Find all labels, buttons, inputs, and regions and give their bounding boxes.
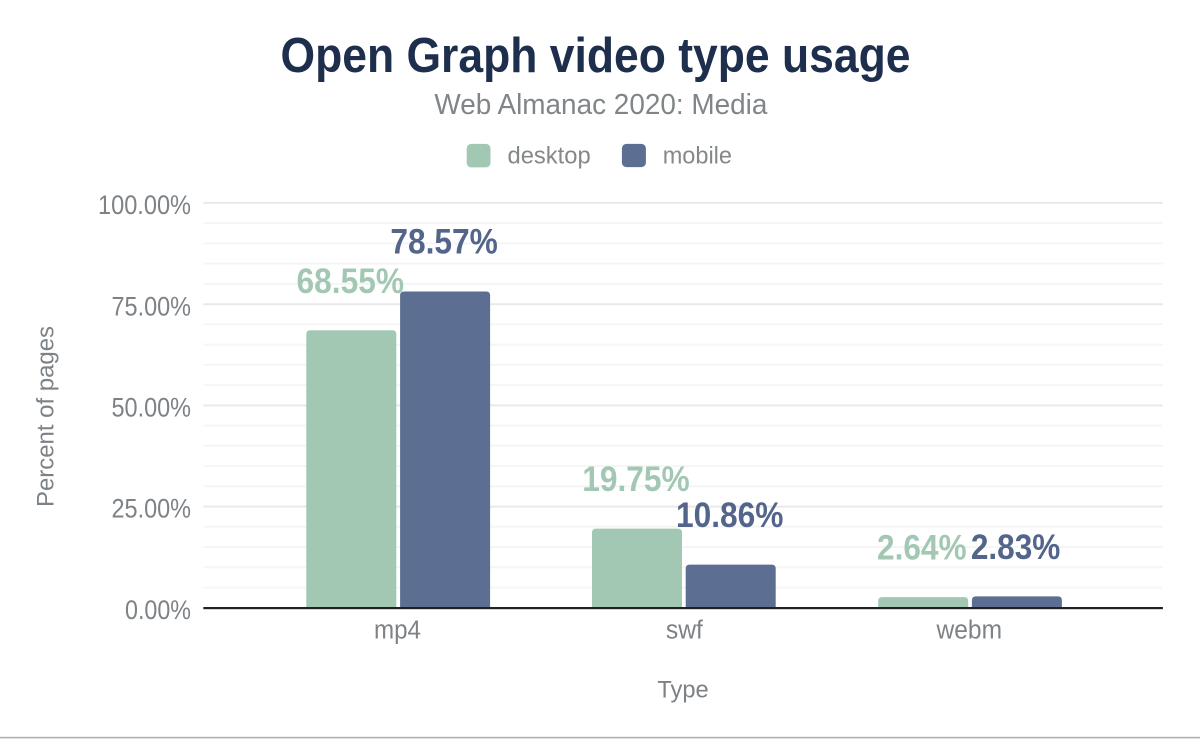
svg-text:75.00%: 75.00% bbox=[112, 291, 192, 321]
svg-text:Percent of pages: Percent of pages bbox=[33, 326, 60, 507]
svg-text:50.00%: 50.00% bbox=[112, 393, 192, 423]
svg-text:100.00%: 100.00% bbox=[98, 190, 191, 220]
svg-text:Type: Type bbox=[657, 677, 708, 704]
svg-text:mobile: mobile bbox=[663, 142, 732, 169]
svg-text:68.55%: 68.55% bbox=[297, 262, 405, 301]
svg-text:2.64%: 2.64% bbox=[877, 529, 967, 568]
svg-text:Open Graph video type usage: Open Graph video type usage bbox=[281, 29, 911, 83]
svg-text:78.57%: 78.57% bbox=[390, 222, 498, 261]
svg-text:swf: swf bbox=[666, 617, 704, 645]
svg-text:25.00%: 25.00% bbox=[112, 494, 192, 524]
svg-text:mp4: mp4 bbox=[374, 617, 421, 645]
svg-text:desktop: desktop bbox=[508, 142, 591, 169]
svg-text:10.86%: 10.86% bbox=[676, 496, 784, 535]
svg-text:Web Almanac 2020: Media: Web Almanac 2020: Media bbox=[434, 89, 768, 121]
svg-text:webm: webm bbox=[936, 617, 1002, 645]
svg-text:19.75%: 19.75% bbox=[582, 460, 690, 499]
svg-text:0.00%: 0.00% bbox=[125, 595, 191, 625]
svg-text:2.83%: 2.83% bbox=[971, 528, 1061, 567]
